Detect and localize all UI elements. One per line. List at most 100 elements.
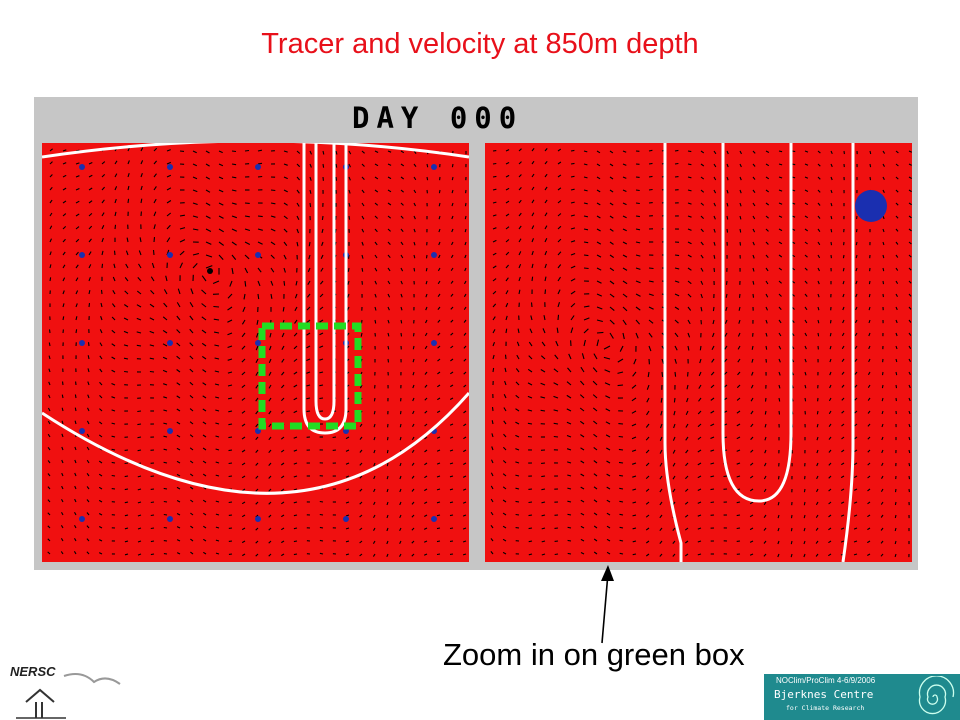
velocity-arrow xyxy=(868,293,871,298)
velocity-arrow xyxy=(374,228,378,233)
velocity-arrow xyxy=(674,319,679,324)
velocity-arrow xyxy=(622,280,628,285)
tracer-dot xyxy=(343,516,349,522)
velocity-arrow xyxy=(205,254,213,258)
velocity-arrow xyxy=(739,241,742,246)
velocity-arrow xyxy=(713,189,717,194)
velocity-arrow xyxy=(711,332,715,338)
velocity-arrow xyxy=(710,397,715,401)
velocity-arrow xyxy=(345,475,350,478)
velocity-arrow xyxy=(319,500,324,503)
velocity-arrow xyxy=(293,371,298,375)
velocity-arrow xyxy=(737,371,741,376)
velocity-arrow xyxy=(894,540,897,545)
velocity-arrow xyxy=(672,553,676,557)
velocity-arrow xyxy=(61,485,64,490)
velocity-arrow xyxy=(517,328,520,334)
velocity-arrow xyxy=(687,163,692,166)
velocity-arrow xyxy=(713,176,717,181)
velocity-arrow xyxy=(881,475,884,479)
velocity-arrow xyxy=(687,293,692,298)
velocity-arrow xyxy=(345,540,350,543)
velocity-arrow xyxy=(136,317,142,321)
velocity-arrow xyxy=(424,449,428,453)
velocity-arrow xyxy=(515,394,520,399)
velocity-arrow xyxy=(293,475,298,478)
velocity-arrow xyxy=(764,423,767,428)
velocity-arrow xyxy=(386,475,389,480)
velocity-arrow xyxy=(215,552,220,555)
velocity-arrow xyxy=(828,410,832,415)
velocity-arrow xyxy=(868,345,871,350)
velocity-arrow xyxy=(505,328,508,334)
velocity-arrow xyxy=(241,501,246,505)
velocity-arrow xyxy=(882,215,885,220)
velocity-arrow xyxy=(553,382,559,386)
velocity-arrow xyxy=(908,254,912,258)
velocity-arrow xyxy=(464,254,467,259)
velocity-arrow xyxy=(544,238,548,243)
velocity-arrow xyxy=(61,433,64,438)
velocity-arrow xyxy=(189,328,194,334)
velocity-arrow xyxy=(895,228,899,232)
velocity-arrow xyxy=(123,344,129,347)
velocity-arrow xyxy=(817,267,820,272)
velocity-arrow xyxy=(319,319,324,323)
velocity-arrow xyxy=(567,552,572,555)
velocity-arrow xyxy=(189,315,194,321)
velocity-arrow xyxy=(361,150,365,154)
velocity-arrow xyxy=(424,397,428,401)
velocity-arrow xyxy=(622,228,627,232)
velocity-arrow xyxy=(764,449,767,454)
velocity-arrow xyxy=(74,511,77,516)
velocity-arrow xyxy=(609,293,615,298)
velocity-arrow xyxy=(464,267,467,272)
velocity-arrow xyxy=(400,319,403,324)
velocity-arrow xyxy=(255,488,259,492)
velocity-arrow xyxy=(504,354,507,360)
velocity-arrow xyxy=(189,421,194,425)
velocity-arrow xyxy=(579,420,585,425)
velocity-arrow xyxy=(166,187,172,191)
velocity-arrow xyxy=(557,264,562,269)
velocity-arrow xyxy=(176,329,181,334)
velocity-arrow xyxy=(189,394,194,399)
velocity-arrow xyxy=(74,459,77,464)
velocity-arrow xyxy=(62,213,67,217)
velocity-arrow xyxy=(828,488,832,492)
nersc-logo-graphic xyxy=(16,673,121,719)
velocity-arrow xyxy=(372,553,376,557)
velocity-arrow xyxy=(213,318,220,321)
basin-contour xyxy=(42,143,469,159)
velocity-arrow xyxy=(283,254,287,260)
velocity-arrow xyxy=(908,163,912,166)
tracer-dot xyxy=(255,164,261,170)
velocity-arrow xyxy=(855,293,858,298)
velocity-arrow xyxy=(648,280,654,283)
velocity-arrow xyxy=(567,500,572,503)
velocity-arrow xyxy=(635,202,640,205)
velocity-arrow xyxy=(619,552,624,555)
velocity-arrow xyxy=(880,527,884,531)
velocity-arrow xyxy=(280,488,285,492)
velocity-arrow xyxy=(583,189,588,192)
velocity-arrow xyxy=(515,487,520,490)
velocity-arrow xyxy=(583,305,590,308)
velocity-arrow xyxy=(592,380,598,386)
velocity-arrow xyxy=(359,514,363,518)
velocity-arrow xyxy=(648,319,654,324)
velocity-arrow xyxy=(437,319,441,323)
velocity-arrow xyxy=(739,176,742,181)
velocity-arrow xyxy=(778,189,783,192)
velocity-arrow xyxy=(515,421,520,425)
velocity-arrow xyxy=(803,553,806,558)
velocity-arrow xyxy=(763,540,767,544)
velocity-arrow xyxy=(202,382,207,386)
velocity-arrow xyxy=(163,500,168,503)
velocity-arrow xyxy=(62,238,66,243)
velocity-arrow xyxy=(580,538,585,542)
velocity-arrow xyxy=(373,462,376,467)
velocity-arrow xyxy=(842,319,845,324)
velocity-arrow xyxy=(451,202,454,207)
velocity-arrow xyxy=(687,254,692,258)
